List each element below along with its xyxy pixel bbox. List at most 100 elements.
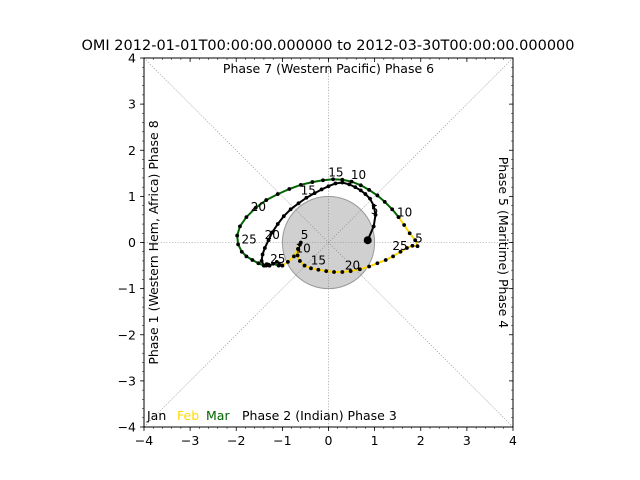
- legend-jan: Jan: [146, 408, 166, 423]
- x-tick-label: 4: [509, 433, 517, 448]
- day-label: 10: [351, 168, 366, 182]
- day-point: [270, 230, 275, 235]
- day-point: [410, 243, 415, 248]
- day-point: [276, 263, 281, 268]
- day-point: [262, 246, 267, 250]
- day-point: [287, 187, 292, 191]
- plot-frame: [143, 57, 514, 428]
- day-point: [266, 238, 271, 243]
- x-tick-label: −3: [181, 433, 199, 448]
- day-point: [235, 233, 240, 238]
- y-tick-label: −1: [118, 281, 136, 296]
- y-tick-label: 1: [128, 189, 136, 204]
- day-label: 20: [345, 258, 360, 272]
- day-label: 5: [371, 203, 379, 217]
- series-line-jan: [260, 181, 377, 267]
- day-point: [281, 214, 286, 219]
- phase-label-right: Phase 5 (Maritime) Phase 4: [496, 157, 511, 329]
- day-point: [256, 261, 261, 266]
- day-point: [298, 242, 302, 247]
- day-point: [371, 203, 376, 208]
- day-point: [373, 212, 378, 217]
- day-point: [340, 270, 345, 274]
- day-point: [250, 258, 255, 262]
- day-label: 15: [311, 254, 326, 268]
- day-point: [295, 253, 300, 258]
- series-feb: [280, 215, 420, 274]
- day-point: [296, 201, 301, 206]
- day-point: [357, 267, 362, 272]
- day-point: [312, 191, 317, 196]
- day-point: [415, 244, 420, 249]
- day-point: [292, 254, 296, 259]
- day-point: [340, 177, 345, 182]
- day-point: [331, 177, 336, 182]
- day-point: [347, 182, 352, 187]
- day-point: [402, 223, 407, 227]
- day-point: [271, 261, 276, 266]
- day-point: [321, 178, 325, 183]
- day-label: 5: [415, 232, 423, 246]
- start-marker: [363, 236, 372, 245]
- day-point: [332, 270, 336, 274]
- day-point: [363, 192, 368, 196]
- y-tick-label: 0: [128, 235, 136, 250]
- day-label: 15: [301, 184, 316, 198]
- day-point: [298, 182, 303, 187]
- day-point: [326, 184, 331, 189]
- day-label: 25: [270, 252, 285, 266]
- day-point: [253, 206, 258, 210]
- chart-title: OMI 2012-01-01T00:00:00.000000 to 2012-0…: [82, 38, 575, 54]
- y-tick-label: 2: [128, 143, 136, 158]
- day-point: [324, 269, 329, 273]
- day-point: [358, 188, 363, 193]
- day-point: [238, 224, 242, 229]
- day-point: [239, 249, 244, 254]
- series-jan: [259, 180, 378, 268]
- y-tick-label: −3: [118, 373, 136, 388]
- day-point: [244, 254, 249, 259]
- day-point: [367, 188, 371, 192]
- phase-label-left: Phase 1 (Western Hem, Africa) Phase 8: [146, 120, 161, 364]
- day-point: [244, 215, 249, 220]
- day-point: [298, 259, 302, 263]
- x-tick-label: 2: [417, 433, 425, 448]
- x-tick-label: 0: [325, 433, 333, 448]
- series-mar: [235, 177, 401, 268]
- legend-feb: Feb: [177, 408, 199, 423]
- day-label: 20: [265, 228, 280, 242]
- day-point: [349, 179, 354, 184]
- day-point: [310, 180, 315, 184]
- y-axis: −4 −3 −2 −1 0 1 2 3 4: [118, 51, 513, 435]
- day-point: [383, 258, 388, 262]
- day-label: 20: [251, 200, 266, 214]
- x-tick-label: −2: [227, 433, 245, 448]
- month-legend: Jan Feb Mar: [146, 408, 230, 423]
- day-point: [275, 192, 280, 196]
- day-point: [367, 264, 371, 269]
- y-tick-label: −2: [118, 327, 136, 342]
- x-tick-label: −1: [273, 433, 291, 448]
- y-tick-label: 3: [128, 97, 136, 112]
- day-point: [274, 259, 279, 264]
- day-point: [391, 254, 395, 259]
- phase-label-top: Phase 7 (Western Pacific) Phase 6: [223, 61, 434, 76]
- day-point: [296, 247, 300, 251]
- day-point: [260, 252, 265, 257]
- day-point: [390, 207, 395, 212]
- day-point: [368, 196, 372, 201]
- day-point: [396, 215, 401, 220]
- day-point: [375, 261, 380, 266]
- day-point: [259, 259, 264, 263]
- day-label: 25: [242, 232, 257, 246]
- day-point: [319, 187, 324, 192]
- day-point: [413, 238, 418, 243]
- day-point: [302, 263, 307, 268]
- phase-label-bottom: Phase 2 (Indian) Phase 3: [242, 408, 397, 423]
- day-point: [267, 263, 272, 268]
- day-point: [407, 231, 412, 236]
- day-point: [304, 195, 309, 200]
- day-point: [275, 222, 280, 226]
